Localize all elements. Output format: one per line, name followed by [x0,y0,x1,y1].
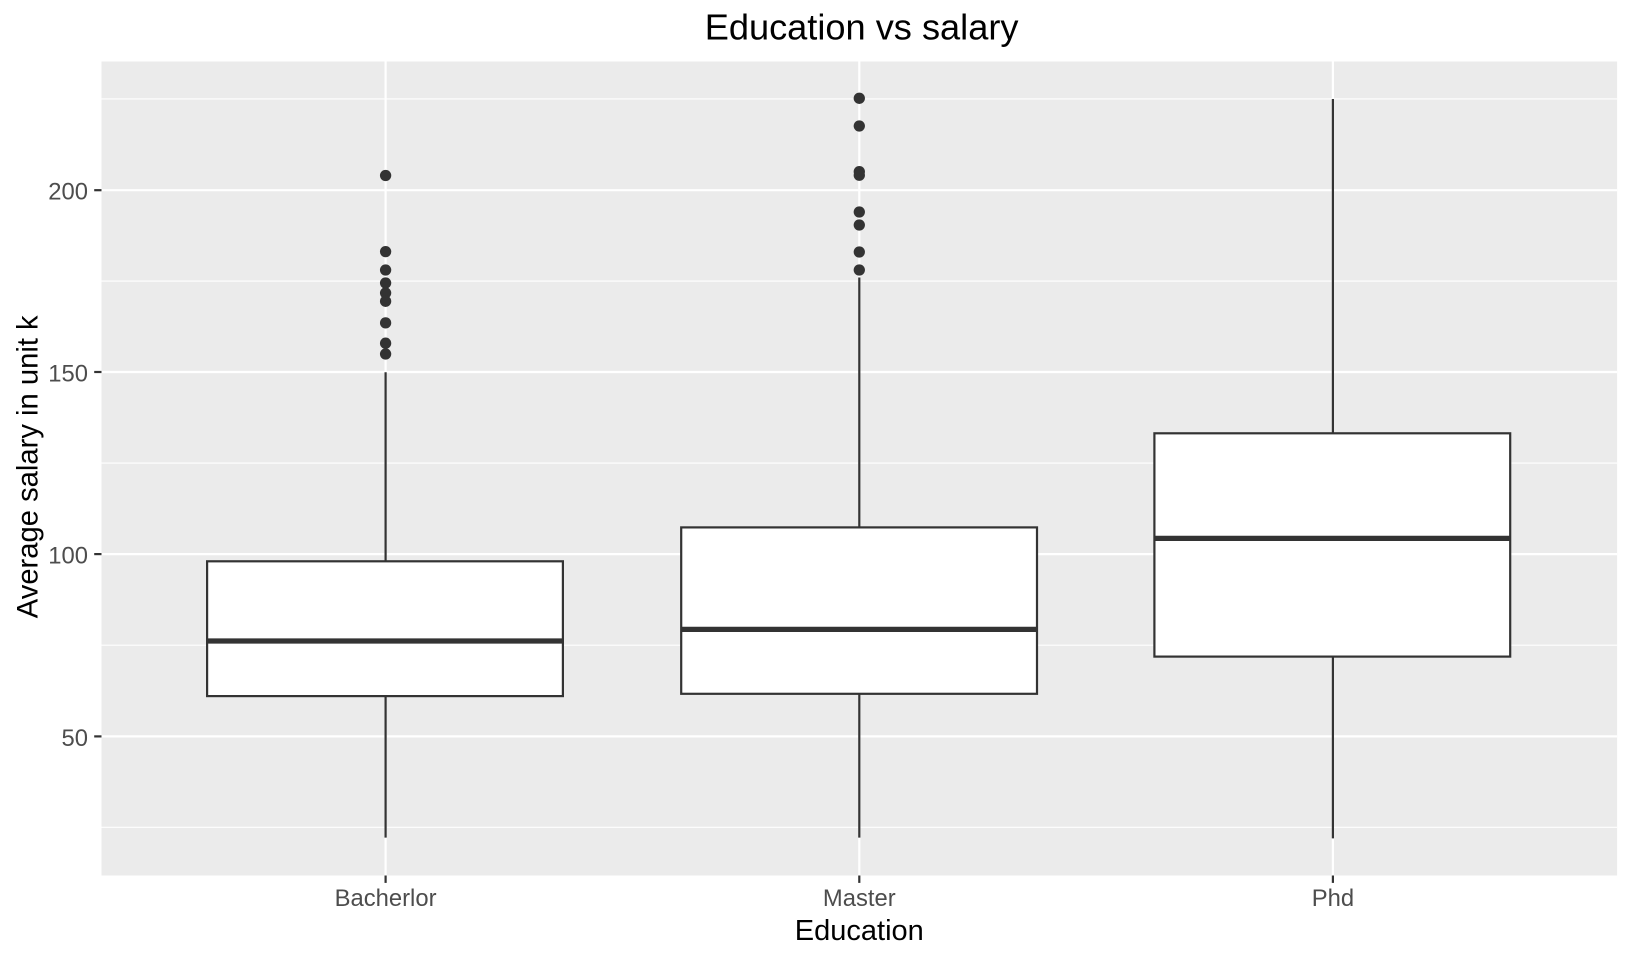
svg-text:Bacherlor: Bacherlor [335,885,437,912]
svg-text:Education vs salary: Education vs salary [705,7,1020,48]
svg-text:Education: Education [795,915,924,947]
svg-text:Average salary in unit k: Average salary in unit k [12,315,44,618]
svg-text:50: 50 [62,725,88,752]
svg-text:200: 200 [48,179,88,206]
svg-text:Phd: Phd [1312,885,1354,912]
svg-text:100: 100 [48,543,88,570]
svg-text:Master: Master [823,885,896,912]
svg-text:150: 150 [48,360,88,387]
